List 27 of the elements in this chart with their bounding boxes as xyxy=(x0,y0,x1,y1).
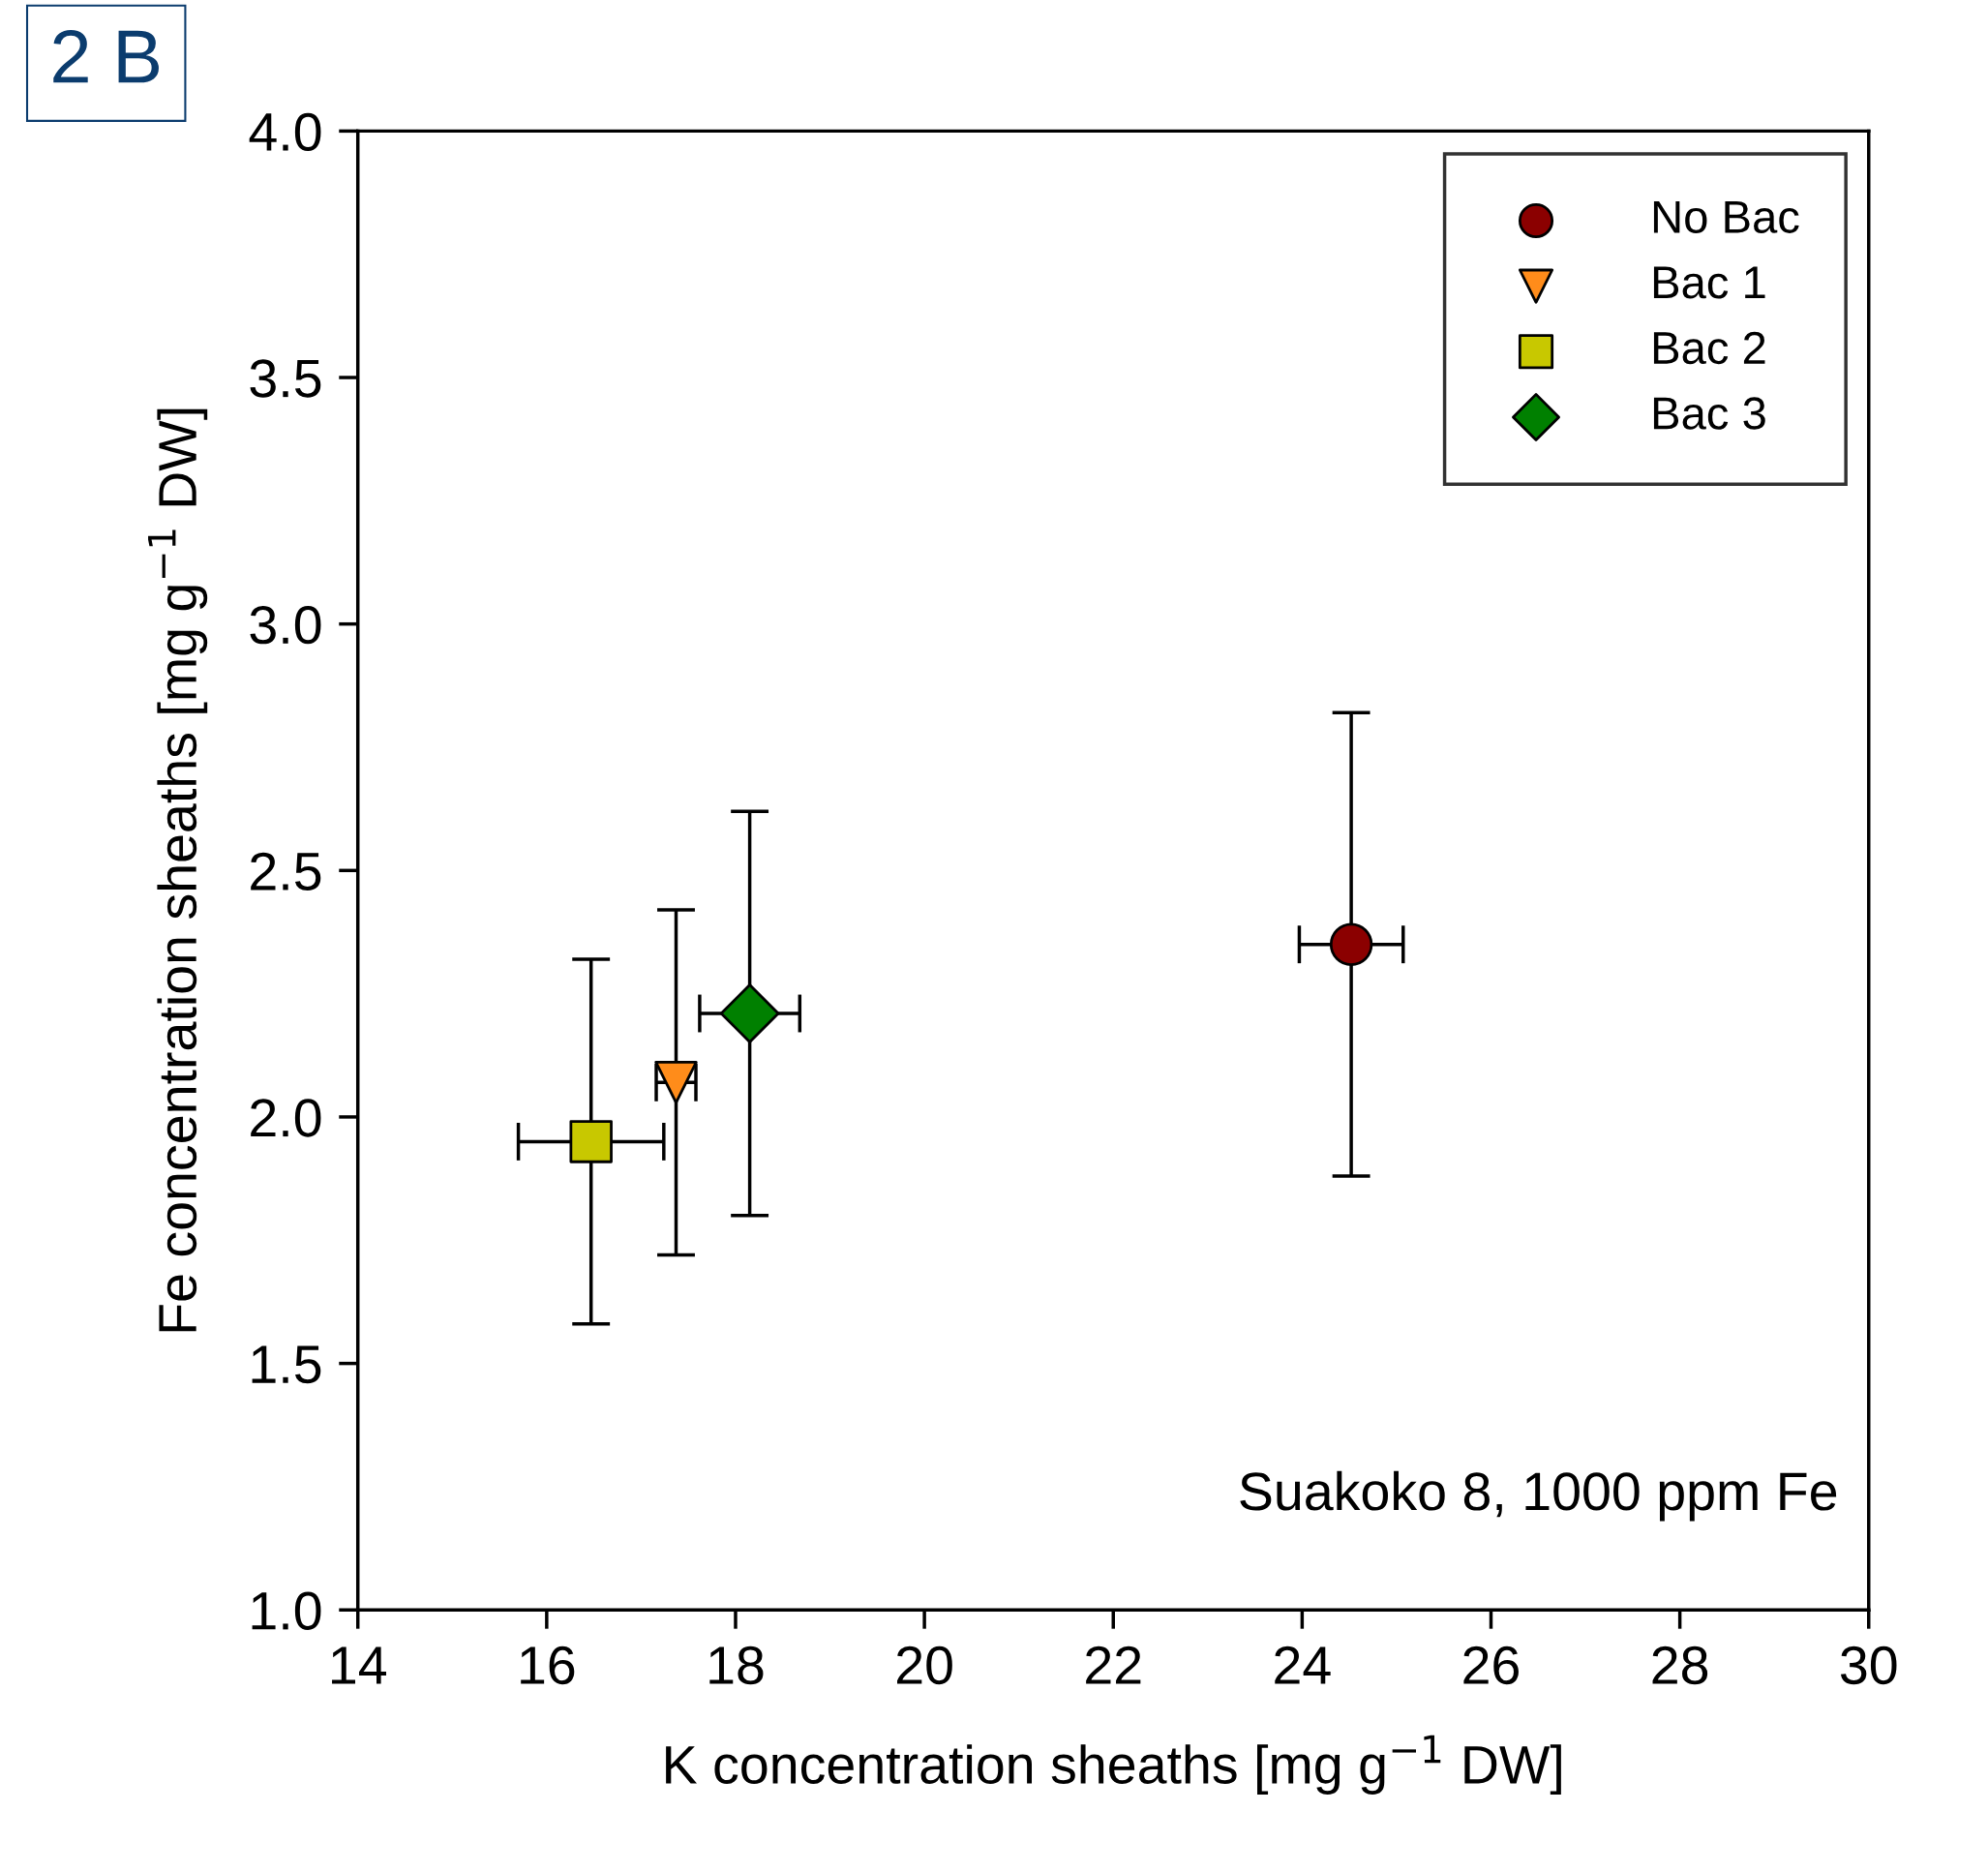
y-tick-label: 3.0 xyxy=(250,606,321,645)
y-tick-label: 1.5 xyxy=(252,1345,321,1384)
legend-label: Bac 2 xyxy=(1653,331,1765,365)
y-tick-label: 4.0 xyxy=(249,112,321,152)
x-tick-label: 14 xyxy=(332,1646,386,1684)
legend-label: Bac 3 xyxy=(1653,397,1765,430)
annotation: Suakoko 8, 1000 ppm Fe xyxy=(1240,1470,1837,1522)
text: 2 B xyxy=(53,30,159,83)
y-tick-label: 3.5 xyxy=(250,359,321,398)
legend-label: Bac 1 xyxy=(1653,266,1765,299)
point xyxy=(569,1120,613,1163)
x-tick-label: 16 xyxy=(521,1646,575,1685)
y-tick-label: 2.5 xyxy=(251,852,321,891)
x-tick-label: 20 xyxy=(897,1646,952,1685)
x-tick-label: 26 xyxy=(1463,1646,1519,1685)
x-tick-label: 22 xyxy=(1086,1646,1141,1684)
x-tick-label: 18 xyxy=(709,1646,764,1685)
x-axis-title: K concentration sheaths [mg g$^{−1}$ DW] xyxy=(666,1735,1561,1795)
x-tick-label: 28 xyxy=(1652,1646,1708,1685)
x-tick-label: 24 xyxy=(1275,1646,1331,1684)
point xyxy=(719,983,780,1043)
legend-label: No Bac xyxy=(1653,200,1799,233)
x-tick-label: 30 xyxy=(1840,1646,1897,1685)
y-tick-label: 2.0 xyxy=(251,1099,321,1137)
point xyxy=(1329,922,1373,966)
y-axis-title: Fe concentration sheaths [mg g$^{−1}$ DW] xyxy=(148,408,208,1332)
y-tick-label: 1.0 xyxy=(252,1591,321,1630)
